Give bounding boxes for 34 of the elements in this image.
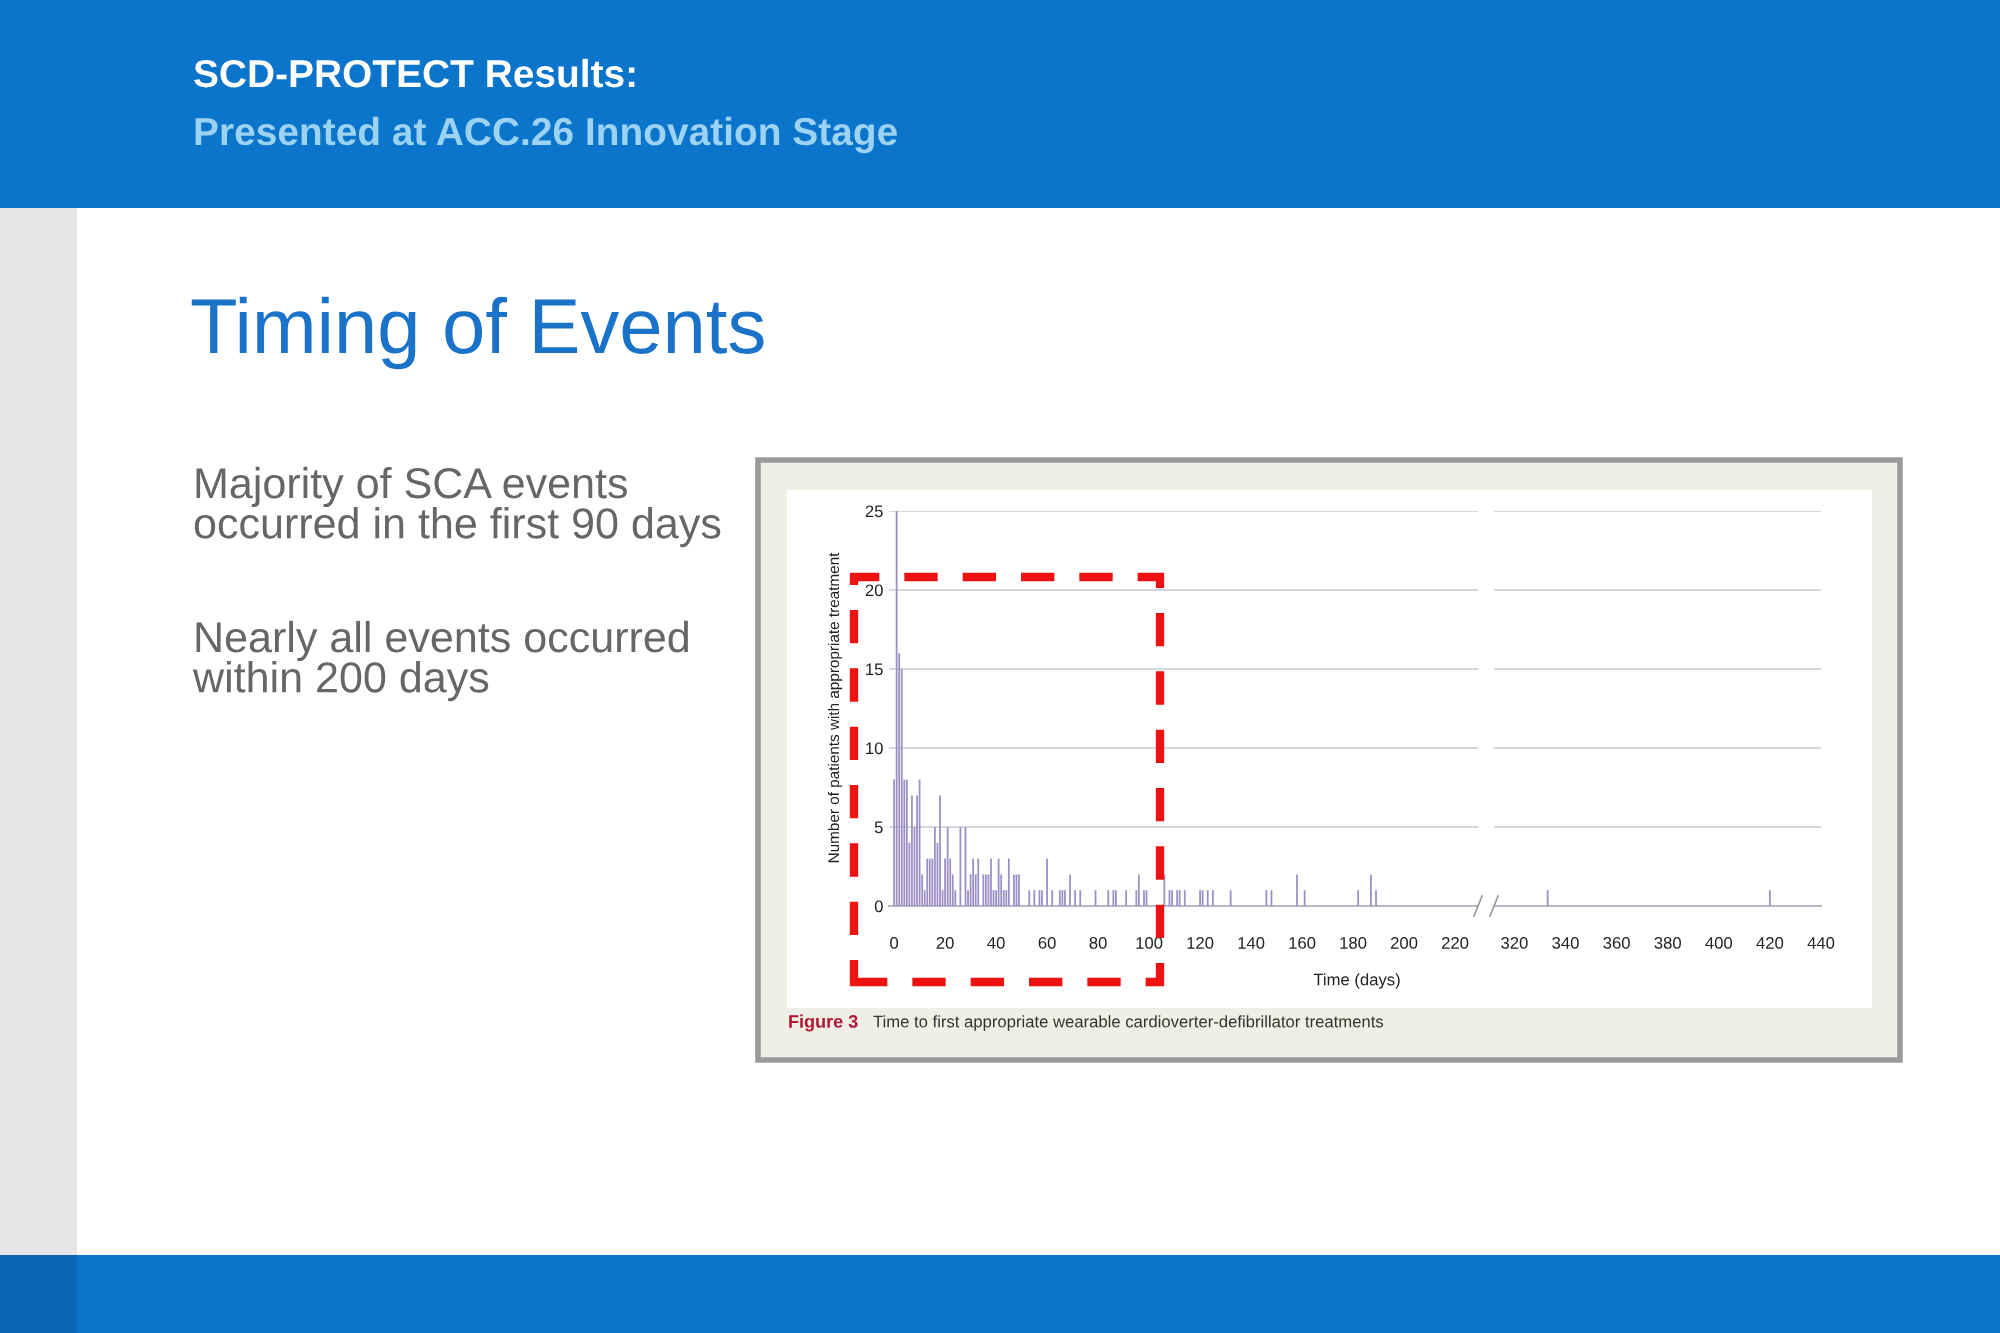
text: SCD-PROTECT Results: [194,58,635,88]
y-tick-label: 10 [866,742,883,755]
x-tick-label: 180 [1340,937,1367,949]
y-axis-title: Number of patients with appropriate treatment [827,552,843,863]
x-tick-label: 20 [936,937,954,949]
x-tick-label: 40 [987,937,1005,949]
x-tick-label: 100 [1136,937,1163,949]
text: Majority of SCA events occurred in the first 90 days [194,466,721,548]
x-axis-title: Time (days) [1313,973,1400,989]
y-tick-label: 15 [866,663,883,676]
x-tick-label: 120 [1187,937,1214,949]
text: Presented at ACC.26 Innovation Stage [195,116,897,154]
x-tick-label: 0 [890,937,899,949]
x-tick-label: 60 [1038,937,1056,949]
y-tick-label: 0 [874,900,883,913]
x-tick-label: 420 [1756,937,1784,949]
x-tick-label: 340 [1552,937,1579,949]
x-tick-label: 160 [1289,937,1316,949]
x-tick-label: 440 [1807,937,1835,949]
y-tick-label: 25 [865,505,883,518]
x-tick-label: 360 [1603,937,1630,949]
y-tick-label: 20 [865,584,883,597]
caption: Figure 3 [789,1014,858,1032]
text: Nearly all events occurred within 200 days [192,620,688,702]
x-tick-label: 140 [1238,937,1265,949]
y-tick-label: 5 [874,821,883,834]
x-tick-label: 80 [1089,937,1107,949]
x-tick-label: 380 [1654,937,1681,949]
text: Time to first appropriate wearable cardioverter-defibrillator treatments [873,1015,1384,1031]
chart-title: Timing of Events [191,296,764,370]
x-tick-label: 220 [1441,937,1469,949]
x-tick-label: 400 [1705,937,1733,949]
x-tick-label: 200 [1390,937,1418,949]
x-tick-label: 320 [1501,937,1528,949]
